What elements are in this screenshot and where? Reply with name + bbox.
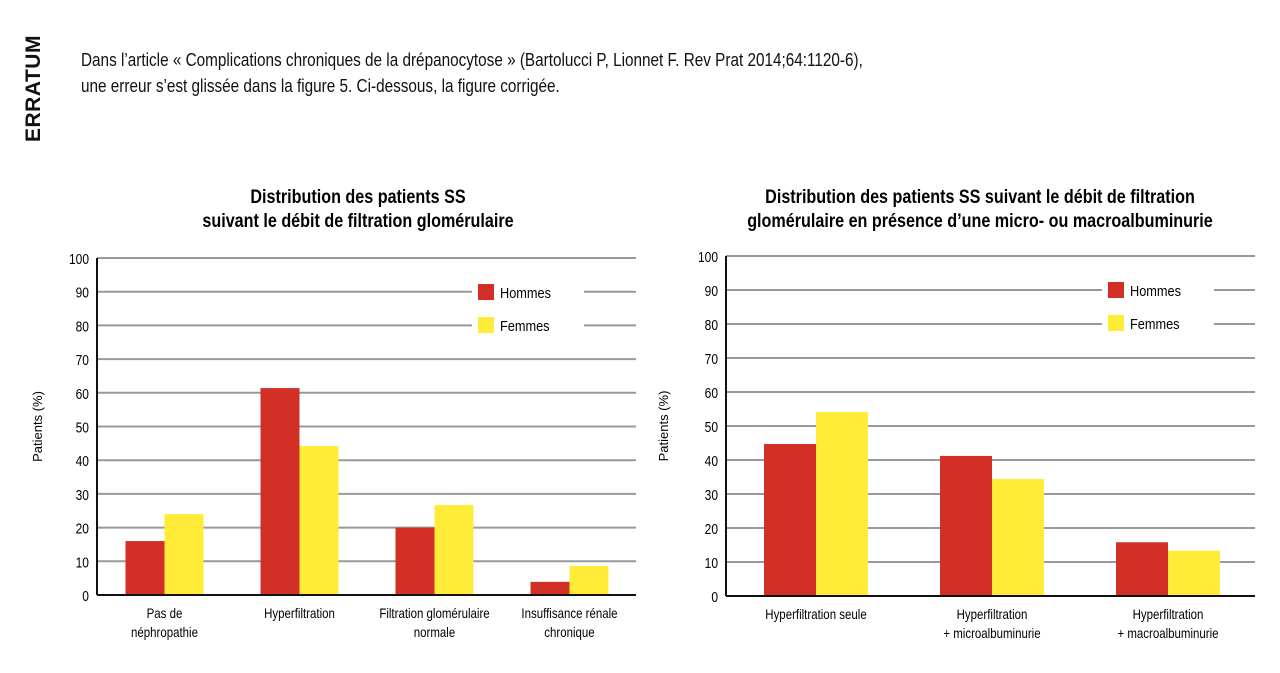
intro-text: Dans l’article « Complications chronique… bbox=[81, 47, 863, 99]
bar-femmes bbox=[164, 514, 204, 595]
y-axis-label: Patients (%) bbox=[656, 391, 671, 462]
y-tick-label: 20 bbox=[705, 521, 719, 538]
y-tick-label: 30 bbox=[705, 487, 719, 504]
x-tick-label: néphropathie bbox=[131, 624, 198, 640]
y-tick-label: 10 bbox=[76, 554, 90, 571]
x-tick-label: Hyperfiltration bbox=[957, 606, 1028, 622]
y-tick-label: 90 bbox=[76, 284, 90, 301]
y-tick-label: 10 bbox=[705, 555, 719, 572]
y-tick-label: 0 bbox=[82, 588, 89, 605]
x-tick-label: Filtration glomérulaire bbox=[379, 605, 489, 621]
x-tick-label: Hyperfiltration bbox=[1133, 606, 1204, 622]
bar-femmes bbox=[1168, 550, 1220, 596]
chart-title: suivant le débit de filtration glomérula… bbox=[202, 210, 513, 232]
y-tick-label: 60 bbox=[705, 385, 719, 402]
y-tick-label: 100 bbox=[69, 251, 89, 268]
bar-hommes bbox=[395, 527, 435, 595]
y-tick-label: 20 bbox=[76, 520, 90, 537]
y-axis-label: Patients (%) bbox=[30, 391, 45, 462]
legend-label-femmes: Femmes bbox=[1130, 315, 1180, 332]
x-tick-label: + microalbuminurie bbox=[943, 625, 1040, 641]
y-tick-label: 90 bbox=[705, 283, 719, 300]
y-tick-label: 70 bbox=[76, 352, 90, 369]
bar-femmes bbox=[816, 412, 868, 596]
y-tick-label: 100 bbox=[698, 249, 718, 266]
x-tick-label: Insuffisance rénale bbox=[521, 605, 617, 621]
y-tick-label: 40 bbox=[76, 453, 90, 470]
chart-title: Distribution des patients SS bbox=[250, 186, 465, 208]
bar-hommes bbox=[260, 388, 300, 595]
x-tick-label: Pas de bbox=[147, 605, 183, 621]
bar-femmes bbox=[434, 505, 474, 595]
bar-hommes bbox=[530, 581, 570, 595]
intro-line-2: une erreur s’est glissée dans la figure … bbox=[81, 76, 560, 96]
chart-title: Distribution des patients SS suivant le … bbox=[765, 186, 1195, 208]
legend-label-femmes: Femmes bbox=[500, 317, 550, 334]
legend-swatch-hommes bbox=[478, 284, 494, 300]
bar-hommes bbox=[764, 444, 816, 596]
y-tick-label: 30 bbox=[76, 487, 90, 504]
y-tick-label: 0 bbox=[711, 589, 718, 606]
y-tick-label: 80 bbox=[705, 317, 719, 334]
y-tick-label: 50 bbox=[76, 419, 90, 436]
x-tick-label: chronique bbox=[544, 624, 594, 640]
bar-hommes bbox=[1116, 542, 1168, 596]
intro-line-1: Dans l’article « Complications chronique… bbox=[81, 50, 863, 70]
x-tick-label: normale bbox=[414, 624, 455, 640]
bar-hommes bbox=[125, 541, 165, 595]
x-tick-label: + macroalbuminurie bbox=[1117, 625, 1218, 641]
chart-2: Distribution des patients SS suivant le … bbox=[656, 186, 1255, 641]
legend-swatch-femmes bbox=[1108, 315, 1124, 331]
bar-femmes bbox=[569, 566, 609, 595]
bar-femmes bbox=[992, 479, 1044, 596]
y-tick-label: 60 bbox=[76, 386, 90, 403]
y-tick-label: 80 bbox=[76, 318, 90, 335]
y-tick-label: 70 bbox=[705, 351, 719, 368]
chart-title: glomérulaire en présence d’une micro- ou… bbox=[747, 210, 1213, 232]
legend-swatch-femmes bbox=[478, 317, 494, 333]
y-tick-label: 40 bbox=[705, 453, 719, 470]
legend-label-hommes: Hommes bbox=[1130, 282, 1181, 299]
legend-swatch-hommes bbox=[1108, 282, 1124, 298]
bar-hommes bbox=[940, 455, 992, 596]
y-tick-label: 50 bbox=[705, 419, 719, 436]
bar-femmes bbox=[299, 446, 339, 595]
x-tick-label: Hyperfiltration seule bbox=[765, 606, 866, 622]
legend-label-hommes: Hommes bbox=[500, 284, 551, 301]
x-tick-label: Hyperfiltration bbox=[264, 605, 335, 621]
